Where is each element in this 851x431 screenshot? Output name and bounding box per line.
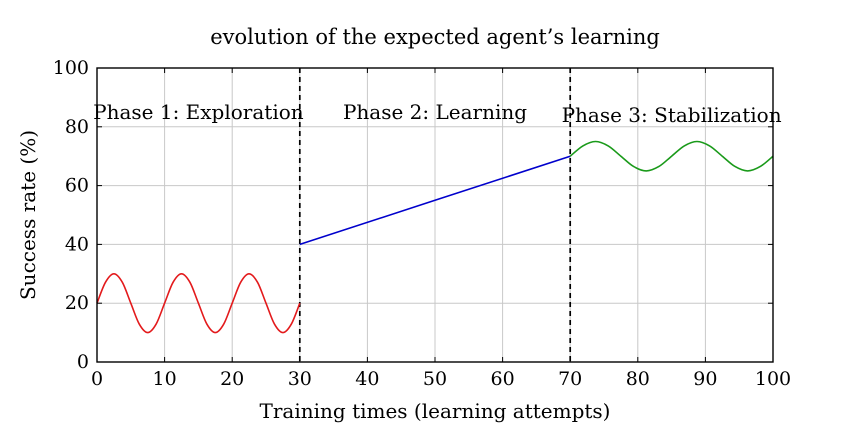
x-tick-label: 10 — [153, 368, 177, 390]
y-tick-label: 100 — [53, 57, 89, 79]
y-tick-label: 60 — [65, 175, 89, 197]
x-tick-label: 20 — [220, 368, 244, 390]
phase-dividers — [298, 68, 572, 362]
y-tick-label: 0 — [77, 351, 89, 373]
x-axis-label: Training times (learning attempts) — [260, 399, 611, 423]
x-tick-label: 100 — [755, 368, 791, 390]
y-axis-label: Success rate (%) — [16, 130, 40, 300]
series-line-2 — [299, 155, 571, 246]
x-tick-label: 40 — [355, 368, 379, 390]
phase-label: Phase 3: Stabilization — [562, 103, 782, 127]
series-group — [96, 140, 774, 334]
x-tick-labels: 0 10 20 30 40 50 60 70 80 90 100 — [91, 368, 791, 390]
phase-label: Phase 2: Learning — [343, 100, 527, 124]
y-tick-label: 40 — [65, 233, 89, 255]
x-tick-label: 30 — [288, 368, 312, 390]
y-tick-labels: 0 20 40 60 80 100 — [53, 57, 89, 373]
phase-label: Phase 1: Exploration — [93, 100, 304, 124]
y-tick-label: 20 — [65, 292, 89, 314]
series-line-1 — [96, 272, 301, 334]
phase-labels: Phase 1: Exploration Phase 2: Learning Pha… — [93, 100, 782, 127]
series-line-3 — [569, 140, 774, 172]
y-tick-label: 80 — [65, 116, 89, 138]
x-tick-label: 70 — [558, 368, 582, 390]
x-tick-label: 50 — [423, 368, 447, 390]
ticks — [96, 67, 774, 363]
x-tick-label: 90 — [693, 368, 717, 390]
x-tick-label: 0 — [91, 368, 103, 390]
x-tick-label: 60 — [491, 368, 515, 390]
x-tick-label: 80 — [626, 368, 650, 390]
chart-title: evolution of the expected agent’s learni… — [210, 25, 660, 49]
